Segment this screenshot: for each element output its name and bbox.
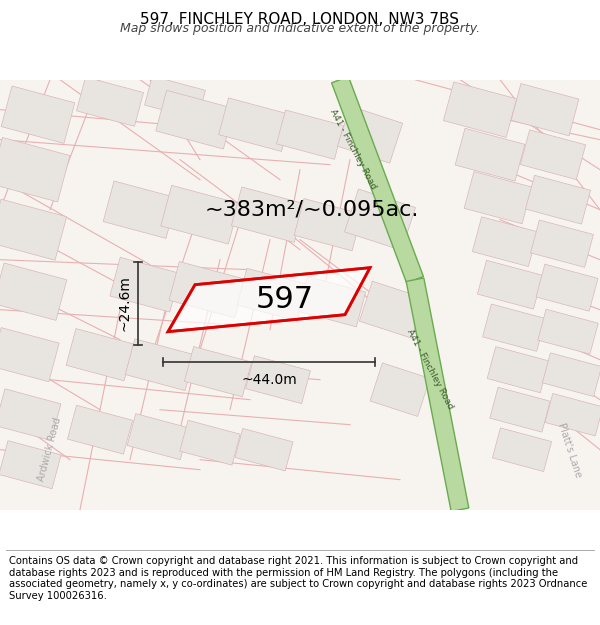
- Polygon shape: [235, 429, 293, 471]
- Polygon shape: [536, 264, 598, 311]
- Polygon shape: [344, 189, 415, 251]
- Polygon shape: [337, 106, 403, 163]
- Polygon shape: [511, 84, 579, 136]
- Polygon shape: [218, 98, 292, 151]
- Polygon shape: [443, 82, 517, 138]
- Polygon shape: [530, 220, 593, 268]
- Polygon shape: [237, 268, 307, 321]
- Text: Contains OS data © Crown copyright and database right 2021. This information is : Contains OS data © Crown copyright and d…: [9, 556, 587, 601]
- Polygon shape: [180, 420, 240, 465]
- Polygon shape: [0, 389, 61, 441]
- Polygon shape: [359, 281, 425, 338]
- Polygon shape: [76, 77, 143, 126]
- Polygon shape: [0, 328, 59, 382]
- Text: Platt's Lane: Platt's Lane: [556, 421, 584, 478]
- Polygon shape: [168, 268, 370, 332]
- Polygon shape: [478, 260, 542, 309]
- Polygon shape: [520, 130, 586, 179]
- Polygon shape: [370, 363, 430, 416]
- Polygon shape: [542, 353, 600, 396]
- Polygon shape: [145, 76, 205, 119]
- Text: A41 - Finchley Road: A41 - Finchley Road: [328, 108, 378, 191]
- Polygon shape: [0, 199, 67, 260]
- Polygon shape: [298, 276, 365, 327]
- Text: ~24.6m: ~24.6m: [117, 275, 131, 331]
- Polygon shape: [156, 91, 234, 149]
- Text: 597: 597: [256, 285, 314, 314]
- Polygon shape: [464, 172, 532, 224]
- Polygon shape: [332, 76, 424, 283]
- Polygon shape: [487, 347, 549, 392]
- Text: Ardwick Road: Ardwick Road: [37, 416, 64, 483]
- Polygon shape: [538, 309, 598, 354]
- Text: ~44.0m: ~44.0m: [241, 372, 297, 387]
- Polygon shape: [0, 138, 70, 202]
- Polygon shape: [103, 181, 177, 238]
- Polygon shape: [67, 405, 133, 454]
- Polygon shape: [455, 128, 525, 181]
- Polygon shape: [545, 394, 600, 436]
- Polygon shape: [406, 278, 469, 511]
- Polygon shape: [0, 441, 61, 489]
- Polygon shape: [1, 86, 75, 143]
- Polygon shape: [169, 262, 245, 318]
- Polygon shape: [490, 388, 550, 432]
- Polygon shape: [161, 186, 239, 244]
- Polygon shape: [472, 217, 538, 267]
- Polygon shape: [294, 199, 362, 251]
- Text: Map shows position and indicative extent of the property.: Map shows position and indicative extent…: [120, 22, 480, 35]
- Polygon shape: [127, 414, 189, 460]
- Polygon shape: [232, 187, 305, 242]
- Polygon shape: [66, 329, 134, 381]
- Polygon shape: [277, 110, 344, 159]
- Polygon shape: [493, 428, 551, 471]
- Text: ~383m²/~0.095ac.: ~383m²/~0.095ac.: [205, 200, 419, 219]
- Polygon shape: [482, 304, 545, 351]
- Polygon shape: [110, 258, 180, 312]
- Polygon shape: [0, 263, 67, 321]
- Text: 597, FINCHLEY ROAD, LONDON, NW3 7BS: 597, FINCHLEY ROAD, LONDON, NW3 7BS: [140, 12, 460, 27]
- Polygon shape: [125, 339, 195, 391]
- Polygon shape: [184, 346, 251, 397]
- Polygon shape: [526, 175, 590, 224]
- Text: A41 - Finchley Road: A41 - Finchley Road: [405, 328, 455, 411]
- Polygon shape: [245, 356, 310, 404]
